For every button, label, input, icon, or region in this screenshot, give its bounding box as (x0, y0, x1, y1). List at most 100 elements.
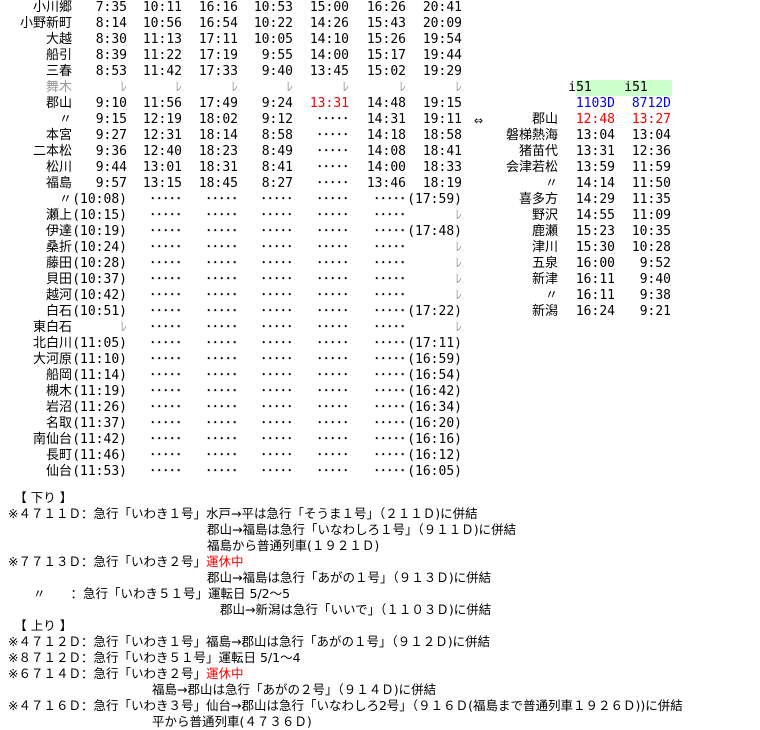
time-cell: (10:24) (72, 240, 127, 255)
time-cell: (10:37) (72, 272, 127, 287)
station-name: 白石 (45, 304, 72, 319)
time-cell: 8:58 (261, 128, 293, 143)
time-cell: 14:18 (366, 128, 406, 143)
time-cell: 12:31 (142, 128, 182, 143)
table-row: 長町 (11:46) ･････ ･････ ･････ ･････ ･････ (16:12… (0, 448, 760, 464)
time-cell: ･････ (373, 336, 407, 351)
time-cell: ･････ (260, 192, 294, 207)
table-row: 福島 9:57 13:15 18:45 8:27 ･････ 13:46 18:19 (0, 176, 760, 192)
note-lead: ※７７１３Ｄ：急行「いわき２号」 (8, 554, 206, 569)
time-cell: ･････ (205, 320, 239, 335)
table-row: 大越 8:30 11:13 17:11 10:05 14:10 15:26 19:54 (0, 32, 760, 48)
table-row: 三春 8:53 11:42 17:33 9:40 13:45 15:02 19:29 (0, 64, 760, 80)
time-cell: ･････ (316, 176, 350, 191)
time-cell: 15:02 (366, 64, 406, 79)
suspended-label: 運休中 (205, 666, 244, 681)
table-row: 野沢 14:55 11:09 (0, 208, 760, 224)
time-cell: (11:19) (72, 384, 127, 399)
table-row: 磐梯熱海 13:04 13:04 (0, 128, 760, 144)
time-cell: ･････ (260, 384, 294, 399)
table-row: 五泉 16:00 9:52 (0, 256, 760, 272)
time-cell: ･････ (373, 208, 407, 223)
time-cell: ･････ (149, 384, 183, 399)
time-cell: 10:05 (253, 32, 293, 47)
time-cell: ﾚ (455, 288, 463, 303)
time-cell: ･････ (373, 288, 407, 303)
time-cell: 13:46 (366, 176, 406, 191)
time-cell: ﾚ (342, 80, 350, 95)
connection-arrow-icon: ⇔ (474, 111, 484, 129)
station-name: 南仙台 (32, 432, 72, 447)
time-cell: 8:30 (95, 32, 127, 47)
time-cell: ･････ (149, 432, 183, 447)
table-row: 越河 (10:42) ･････ ･････ ･････ ･････ ･････ ﾚ (0, 288, 760, 304)
time-cell: 14:48 (366, 96, 406, 111)
time-cell: 13:45 (309, 64, 349, 79)
table-row: 東白石 ﾚ ･････ ･････ ･････ ･････ ･････ ﾚ (0, 320, 760, 336)
station-name: 喜多方 (518, 192, 558, 207)
time-cell: ﾚ (455, 256, 463, 271)
note-text: 仙台→郡山は急行「いなわしろ2号」（９１６Ｄ(福島まで普通列車１９２６Ｄ))に併… (205, 698, 683, 713)
time-cell: 12:40 (142, 144, 182, 159)
time-cell: ･････ (373, 448, 407, 463)
time-cell: 9:21 (639, 304, 671, 319)
time-cell: ･････ (205, 288, 239, 303)
station-name: 瀬上 (45, 208, 72, 223)
table-row: 藤田 (10:28) ･････ ･････ ･････ ･････ ･････ ﾚ (0, 256, 760, 272)
time-cell: ･････ (205, 416, 239, 431)
time-cell: 16:24 (575, 304, 615, 319)
time-cell: ･････ (260, 240, 294, 255)
time-cell: ﾚ (120, 80, 128, 95)
station-name: 〃 (58, 192, 72, 207)
time-cell: ･････ (316, 288, 350, 303)
table-row: 本宮 9:27 12:31 18:14 8:58 ･････ 14:18 18:58 (0, 128, 760, 144)
station-name: 福島 (45, 176, 72, 191)
time-cell: ･････ (149, 192, 183, 207)
time-cell: 18:41 (422, 144, 462, 159)
time-cell: 16:00 (575, 256, 615, 271)
station-name: 猪苗代 (518, 144, 558, 159)
table-row: 槻木 (11:19) ･････ ･････ ･････ ･････ ･････ (16:42… (0, 384, 760, 400)
time-cell: ･････ (149, 208, 183, 223)
station-name: 船岡 (45, 368, 72, 383)
time-cell: ﾚ (231, 80, 239, 95)
note-text: 水戸→平は急行「そうま１号」（２１１Ｄ)に併結 (205, 506, 478, 521)
station-name: 磐梯熱海 (505, 128, 558, 143)
time-cell: (16:34) (407, 400, 462, 415)
note-lead: 【 上り 】 (8, 618, 73, 633)
note-line: 〃 ：急行「いわき５１号」運転日 5/2～5 (8, 586, 290, 602)
time-cell: 18:31 (198, 160, 238, 175)
station-name: 小野新町 (19, 16, 72, 31)
time-cell: 17:49 (198, 96, 238, 111)
time-cell: ･････ (316, 320, 350, 335)
station-name: 舞木 (45, 80, 72, 95)
time-cell: ･････ (316, 304, 350, 319)
time-cell: ･････ (149, 272, 183, 287)
note-text: 福島→郡山は急行「あがの２号」（９１４Ｄ)に併結 (152, 682, 437, 697)
time-cell: 18:23 (198, 144, 238, 159)
table-row: 伊達 (10:19) ･････ ･････ ･････ ･････ ･････ (17:48… (0, 224, 760, 240)
header-row: i51 i51 (0, 80, 760, 96)
time-cell: ･････ (205, 224, 239, 239)
time-cell: ﾚ (455, 80, 463, 95)
time-cell: ･････ (373, 192, 407, 207)
time-cell: ･････ (260, 336, 294, 351)
time-cell: 14:10 (309, 32, 349, 47)
time-cell: 16:11 (575, 272, 615, 287)
time-cell: 8:39 (95, 48, 127, 63)
table-row: 郡山 9:10 11:56 17:49 9:24 13:31 14:48 19:15 (0, 96, 760, 112)
time-cell: 15:30 (575, 240, 615, 255)
time-cell: ･････ (373, 464, 407, 479)
table-row: 船引 8:39 11:22 17:19 9:55 14:00 15:17 19:44 (0, 48, 760, 64)
station-name: 槻木 (45, 384, 72, 399)
time-cell: ･････ (373, 384, 407, 399)
time-cell: 9:52 (639, 256, 671, 271)
station-name: 〃 (58, 112, 72, 127)
time-cell: 14:29 (575, 192, 615, 207)
time-cell: ･････ (316, 464, 350, 479)
time-cell: ･････ (205, 336, 239, 351)
time-cell: 18:19 (422, 176, 462, 191)
station-name: 藤田 (45, 256, 72, 271)
time-cell: ･････ (260, 400, 294, 415)
time-cell: 9:15 (95, 112, 127, 127)
